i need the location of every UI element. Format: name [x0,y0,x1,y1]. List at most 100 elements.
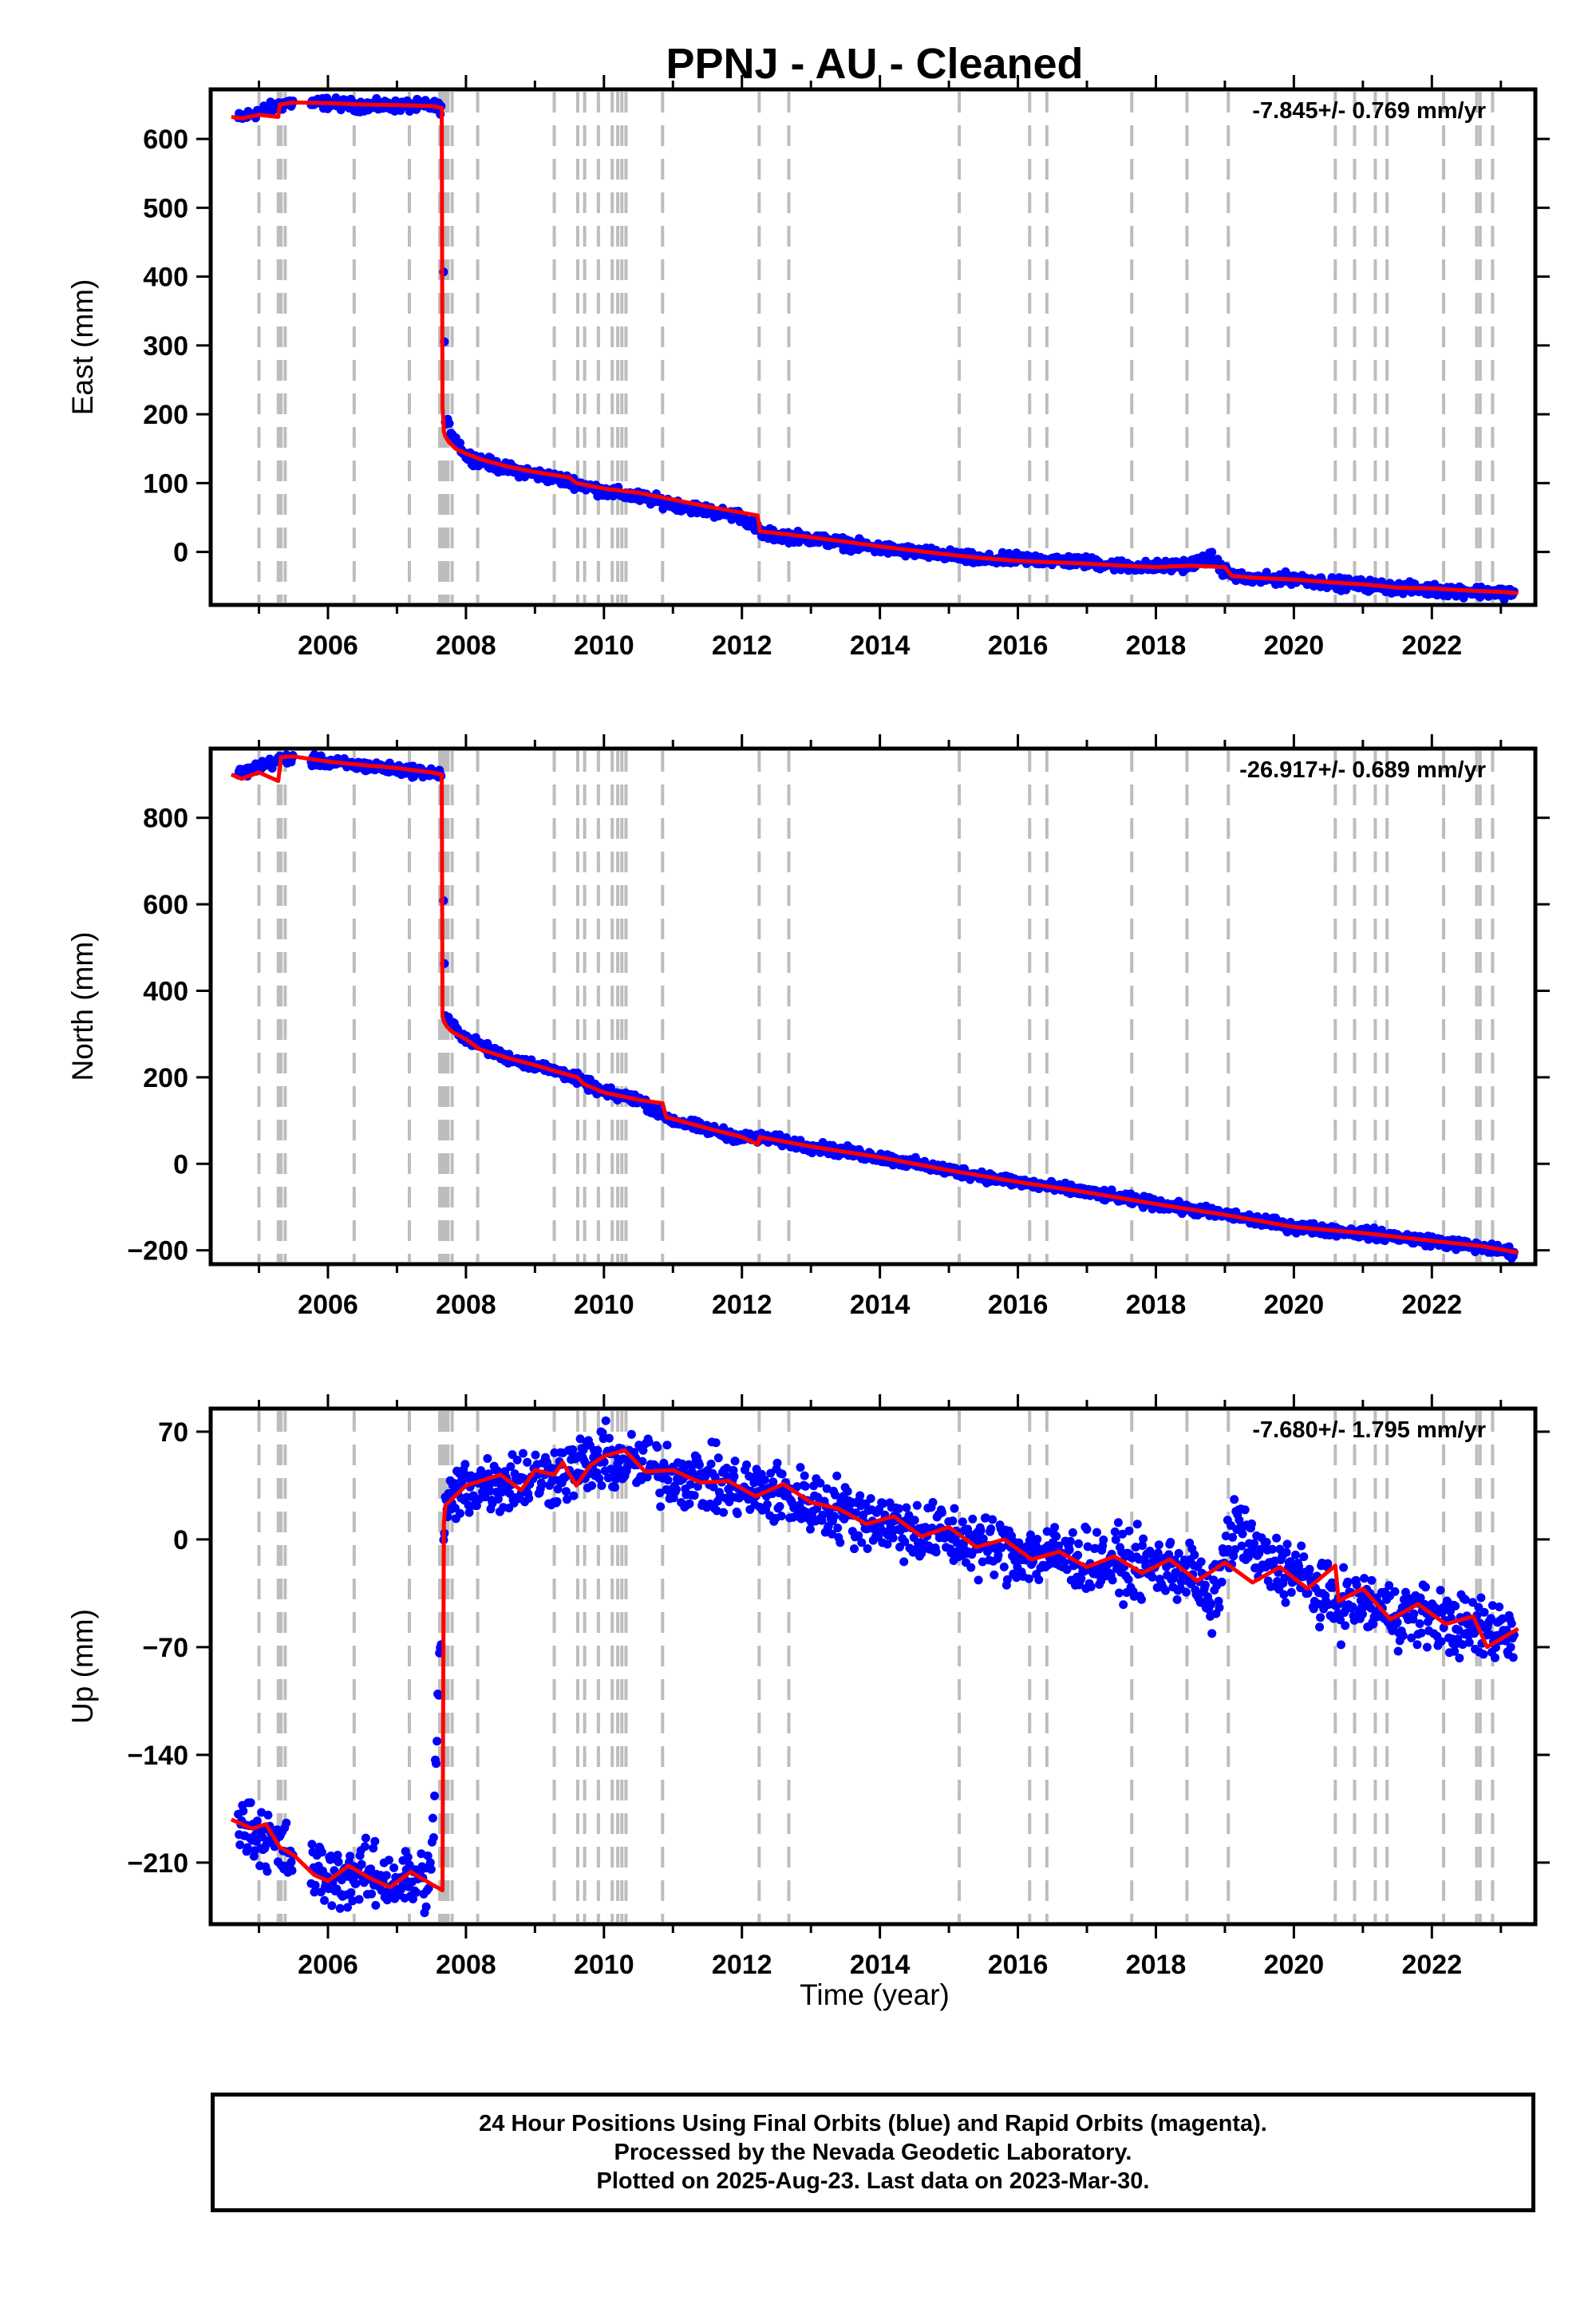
up-observed-point [1153,1548,1163,1558]
up-observed-point [663,1476,673,1484]
up-observed-point [603,1473,613,1483]
up-x-tick-label: 2008 [436,1950,496,1980]
up-observed-point [579,1445,588,1455]
up-observed-point [1323,1559,1333,1568]
up-observed-point [806,1524,815,1534]
north-x-tick-label: 2012 [712,1290,772,1320]
up-observed-point [895,1504,903,1513]
up-observed-point [1275,1544,1285,1554]
up-observed-point [1491,1653,1499,1662]
up-observed-point [729,1472,739,1481]
up-observed-point [685,1499,694,1508]
up-observed-point [1416,1628,1426,1638]
up-observed-point [1282,1547,1291,1557]
up-observed-point [1223,1544,1233,1554]
up-observed-point [343,1903,352,1912]
up-observed-point [423,1851,433,1860]
up-observed-point [749,1478,759,1488]
up-observed-point [1314,1599,1322,1609]
up-observed-point [1065,1545,1074,1555]
up-observed-point [1093,1570,1102,1579]
up-observed-point [1279,1590,1289,1599]
up-observed-point [1495,1603,1504,1611]
up-x-tick-label: 2006 [298,1950,358,1980]
up-observed-point [1451,1601,1460,1611]
up-observed-point [772,1458,782,1468]
up-observed-point [1262,1538,1271,1547]
up-observed-point [1190,1550,1199,1559]
up-observed-point [1221,1532,1231,1541]
up-observed-point [1291,1550,1300,1559]
up-observed-point [776,1512,786,1521]
up-observed-point [976,1526,986,1535]
up-observed-point [1385,1581,1394,1591]
up-observed-point [1455,1654,1464,1663]
up-y-axis-title: Up (mm) [66,1609,99,1724]
up-observed-point [384,1856,393,1865]
up-observed-point [763,1500,772,1509]
up-observed-point [403,1852,413,1862]
north-velocity-label: -26.917+/- 0.689 mm/yr [1239,757,1486,783]
up-observed-point [978,1557,987,1567]
up-observed-point [1436,1637,1446,1646]
up-observed-point [389,1863,399,1872]
up-observed-point [1280,1573,1290,1583]
up-x-tick-label: 2018 [1126,1950,1187,1980]
up-observed-point [1060,1558,1069,1567]
up-observed-point [946,1548,956,1558]
north-y-tick-label: 600 [143,890,188,920]
up-observed-point [1339,1563,1349,1572]
up-observed-point [1034,1575,1044,1584]
up-observed-point [553,1484,563,1494]
up-observed-point [879,1499,888,1508]
up-observed-point [421,1902,431,1911]
up-observed-point [958,1517,967,1527]
up-observed-point [367,1889,377,1899]
up-observed-point [561,1487,571,1496]
up-observed-point [569,1491,579,1500]
up-observed-point [1024,1574,1033,1583]
up-observed-point [1062,1565,1072,1575]
up-observed-point [1137,1595,1146,1604]
up-observed-point [1316,1613,1325,1622]
east-x-tick-label: 2014 [850,630,911,661]
north-y-tick-label: 0 [173,1149,188,1180]
up-observed-point [733,1509,742,1519]
north-y-tick-label: 800 [143,804,188,834]
up-observed-point [354,1895,364,1904]
up-observed-point [257,1808,267,1817]
up-observed-point [1367,1575,1377,1585]
up-observed-point [1398,1631,1408,1640]
up-observed-point [1237,1541,1246,1551]
up-observed-point [831,1490,840,1500]
up-observed-point [883,1539,892,1549]
up-observed-point [307,1840,317,1849]
east-y-tick-label: 0 [173,538,188,568]
footer-line-processed-by: Processed by the Nevada Geodetic Laborat… [614,2140,1132,2165]
north-x-tick-label: 2008 [436,1290,496,1320]
up-observed-point [1235,1516,1244,1525]
up-observed-point [1207,1629,1217,1638]
up-observed-point [480,1492,490,1502]
up-observed-point [1487,1601,1497,1611]
up-observed-point [320,1895,329,1905]
up-observed-point [863,1544,872,1553]
east-x-tick-label: 2018 [1126,630,1187,661]
up-observed-point [1401,1587,1410,1597]
east-x-tick-label: 2010 [574,630,634,661]
up-observed-point [857,1538,867,1547]
up-observed-point [994,1551,1003,1560]
up-observed-point [1474,1603,1483,1612]
up-observed-point [1200,1580,1210,1590]
east-x-tick-label: 2016 [988,630,1049,661]
up-observed-point [1352,1580,1361,1590]
east-velocity-label: -7.845+/- 0.769 mm/yr [1252,98,1486,124]
up-observed-point [239,1806,248,1816]
up-observed-point [512,1455,522,1464]
up-observed-point [1336,1615,1345,1625]
up-observed-point [351,1879,361,1888]
up-observed-point [381,1871,391,1880]
up-plot-frame [208,1406,1538,1927]
up-observed-point [899,1557,909,1567]
up-observed-point [597,1481,606,1490]
